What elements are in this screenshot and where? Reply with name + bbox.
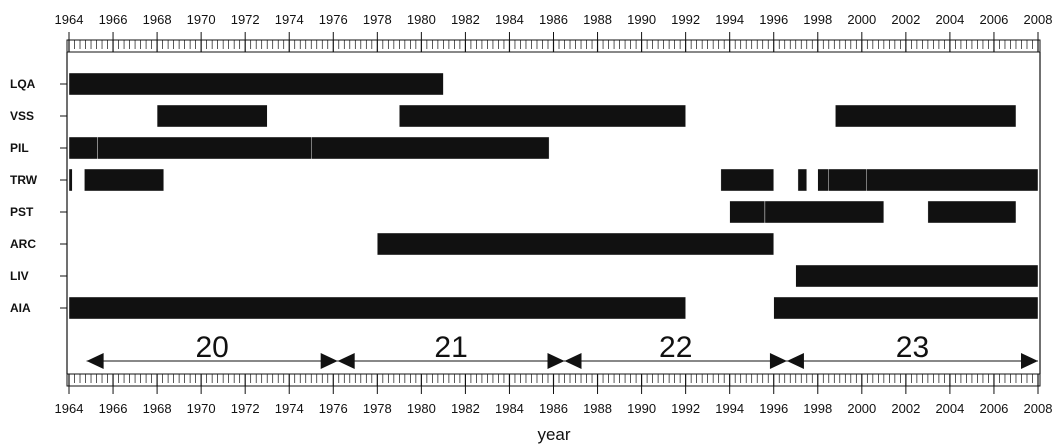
arrow-head-right (547, 353, 565, 369)
bar-vss (399, 104, 686, 128)
bottom-tick-label: 1978 (363, 401, 392, 416)
cycle-annotations: 20 21 22 23 (86, 331, 1038, 369)
top-tick-label: 1982 (451, 12, 480, 27)
arrow-head-right (320, 353, 338, 369)
station-label: PIL (10, 141, 29, 155)
bar-vss (156, 104, 268, 128)
bottom-tick-label: 1964 (55, 401, 84, 416)
arrow-head-left (86, 353, 104, 369)
bottom-tick-label: 1988 (583, 401, 612, 416)
bar-trw (866, 168, 1039, 192)
bottom-tick-label: 2008 (1024, 401, 1053, 416)
bar-pil (68, 136, 98, 160)
bottom-tick-label: 1980 (407, 401, 436, 416)
observation-bars (68, 72, 1039, 320)
top-tick-label: 1992 (671, 12, 700, 27)
top-tick-label: 2006 (979, 12, 1008, 27)
arrow-head-left (786, 353, 804, 369)
bottom-tick-label: 1972 (231, 401, 260, 416)
top-tick-label: 2004 (935, 12, 964, 27)
bottom-axis-labels: 1964 1966 1968 1970 1972 1974 1976 1978 1980 1982… (55, 386, 1053, 416)
arrow-head-left (337, 353, 355, 369)
cycle-label: 21 (434, 331, 467, 364)
bar-trw (68, 168, 73, 192)
x-axis-title: year (537, 425, 570, 444)
bar-pst (764, 200, 885, 224)
top-tick-label: 1968 (143, 12, 172, 27)
bottom-tick-label: 1982 (451, 401, 480, 416)
station-label: PST (10, 205, 34, 219)
bottom-tick-label: 1968 (143, 401, 172, 416)
top-axis-ruler (66, 39, 1041, 53)
bar-arc (377, 232, 774, 256)
top-tick-label: 2002 (891, 12, 920, 27)
top-axis-labels: 1964 1966 1968 1970 1972 1974 1976 1978 1980 1982… (55, 12, 1053, 40)
station-label: TRW (10, 173, 38, 187)
bottom-tick-label: 1976 (319, 401, 348, 416)
top-tick-label: 1964 (55, 12, 84, 27)
bar-trw (84, 168, 164, 192)
bottom-tick-label: 2006 (979, 401, 1008, 416)
bottom-tick-label: 1996 (759, 401, 788, 416)
arrow-head-left (564, 353, 582, 369)
cycle-label: 22 (659, 331, 692, 364)
station-label: LQA (10, 77, 36, 91)
station-label: VSS (10, 109, 34, 123)
top-tick-label: 1974 (275, 12, 304, 27)
top-tick-label: 1988 (583, 12, 612, 27)
bottom-tick-label: 1986 (539, 401, 568, 416)
bar-trw (797, 168, 807, 192)
bottom-tick-label: 1998 (803, 401, 832, 416)
bar-lqa (68, 72, 444, 96)
top-tick-label: 2008 (1024, 12, 1053, 27)
arrow-head-right (1021, 353, 1038, 369)
top-tick-label: 1994 (715, 12, 744, 27)
bottom-tick-label: 2004 (935, 401, 964, 416)
cycle-label: 20 (195, 331, 228, 364)
station-label: ARC (10, 237, 36, 251)
bottom-tick-label: 1994 (715, 401, 744, 416)
bar-pst (927, 200, 1017, 224)
top-tick-label: 1972 (231, 12, 260, 27)
top-tick-label: 1970 (187, 12, 216, 27)
top-tick-label: 1976 (319, 12, 348, 27)
bottom-axis-ruler (66, 373, 1041, 387)
station-label: LIV (10, 269, 29, 283)
top-tick-label: 1996 (759, 12, 788, 27)
bar-trw (828, 168, 867, 192)
top-tick-label: 1978 (363, 12, 392, 27)
bottom-tick-label: 1984 (495, 401, 524, 416)
bottom-tick-label: 1974 (275, 401, 304, 416)
top-tick-label: 2000 (847, 12, 876, 27)
bar-liv (795, 264, 1039, 288)
bar-trw (817, 168, 829, 192)
bottom-tick-label: 2002 (891, 401, 920, 416)
bottom-tick-label: 1966 (99, 401, 128, 416)
bar-aia (773, 296, 1039, 320)
top-tick-label: 1986 (539, 12, 568, 27)
bottom-tick-label: 1990 (627, 401, 656, 416)
cycle-label: 23 (896, 331, 929, 364)
arrow-head-right (769, 353, 787, 369)
bar-aia (68, 296, 686, 320)
plot-frame (66, 52, 1041, 374)
top-tick-label: 1990 (627, 12, 656, 27)
bottom-tick-label: 1970 (187, 401, 216, 416)
top-tick-label: 1966 (99, 12, 128, 27)
top-tick-label: 1980 (407, 12, 436, 27)
bar-pil (97, 136, 312, 160)
bar-trw (720, 168, 774, 192)
top-tick-label: 1998 (803, 12, 832, 27)
top-tick-label: 1984 (495, 12, 524, 27)
station-axis: LQA VSS PIL TRW PST ARC LIV AIA (10, 77, 67, 315)
bottom-tick-label: 1992 (671, 401, 700, 416)
station-label: AIA (10, 301, 31, 315)
bottom-tick-label: 2000 (847, 401, 876, 416)
bar-pil (311, 136, 550, 160)
bar-vss (835, 104, 1017, 128)
bar-pst (729, 200, 766, 224)
